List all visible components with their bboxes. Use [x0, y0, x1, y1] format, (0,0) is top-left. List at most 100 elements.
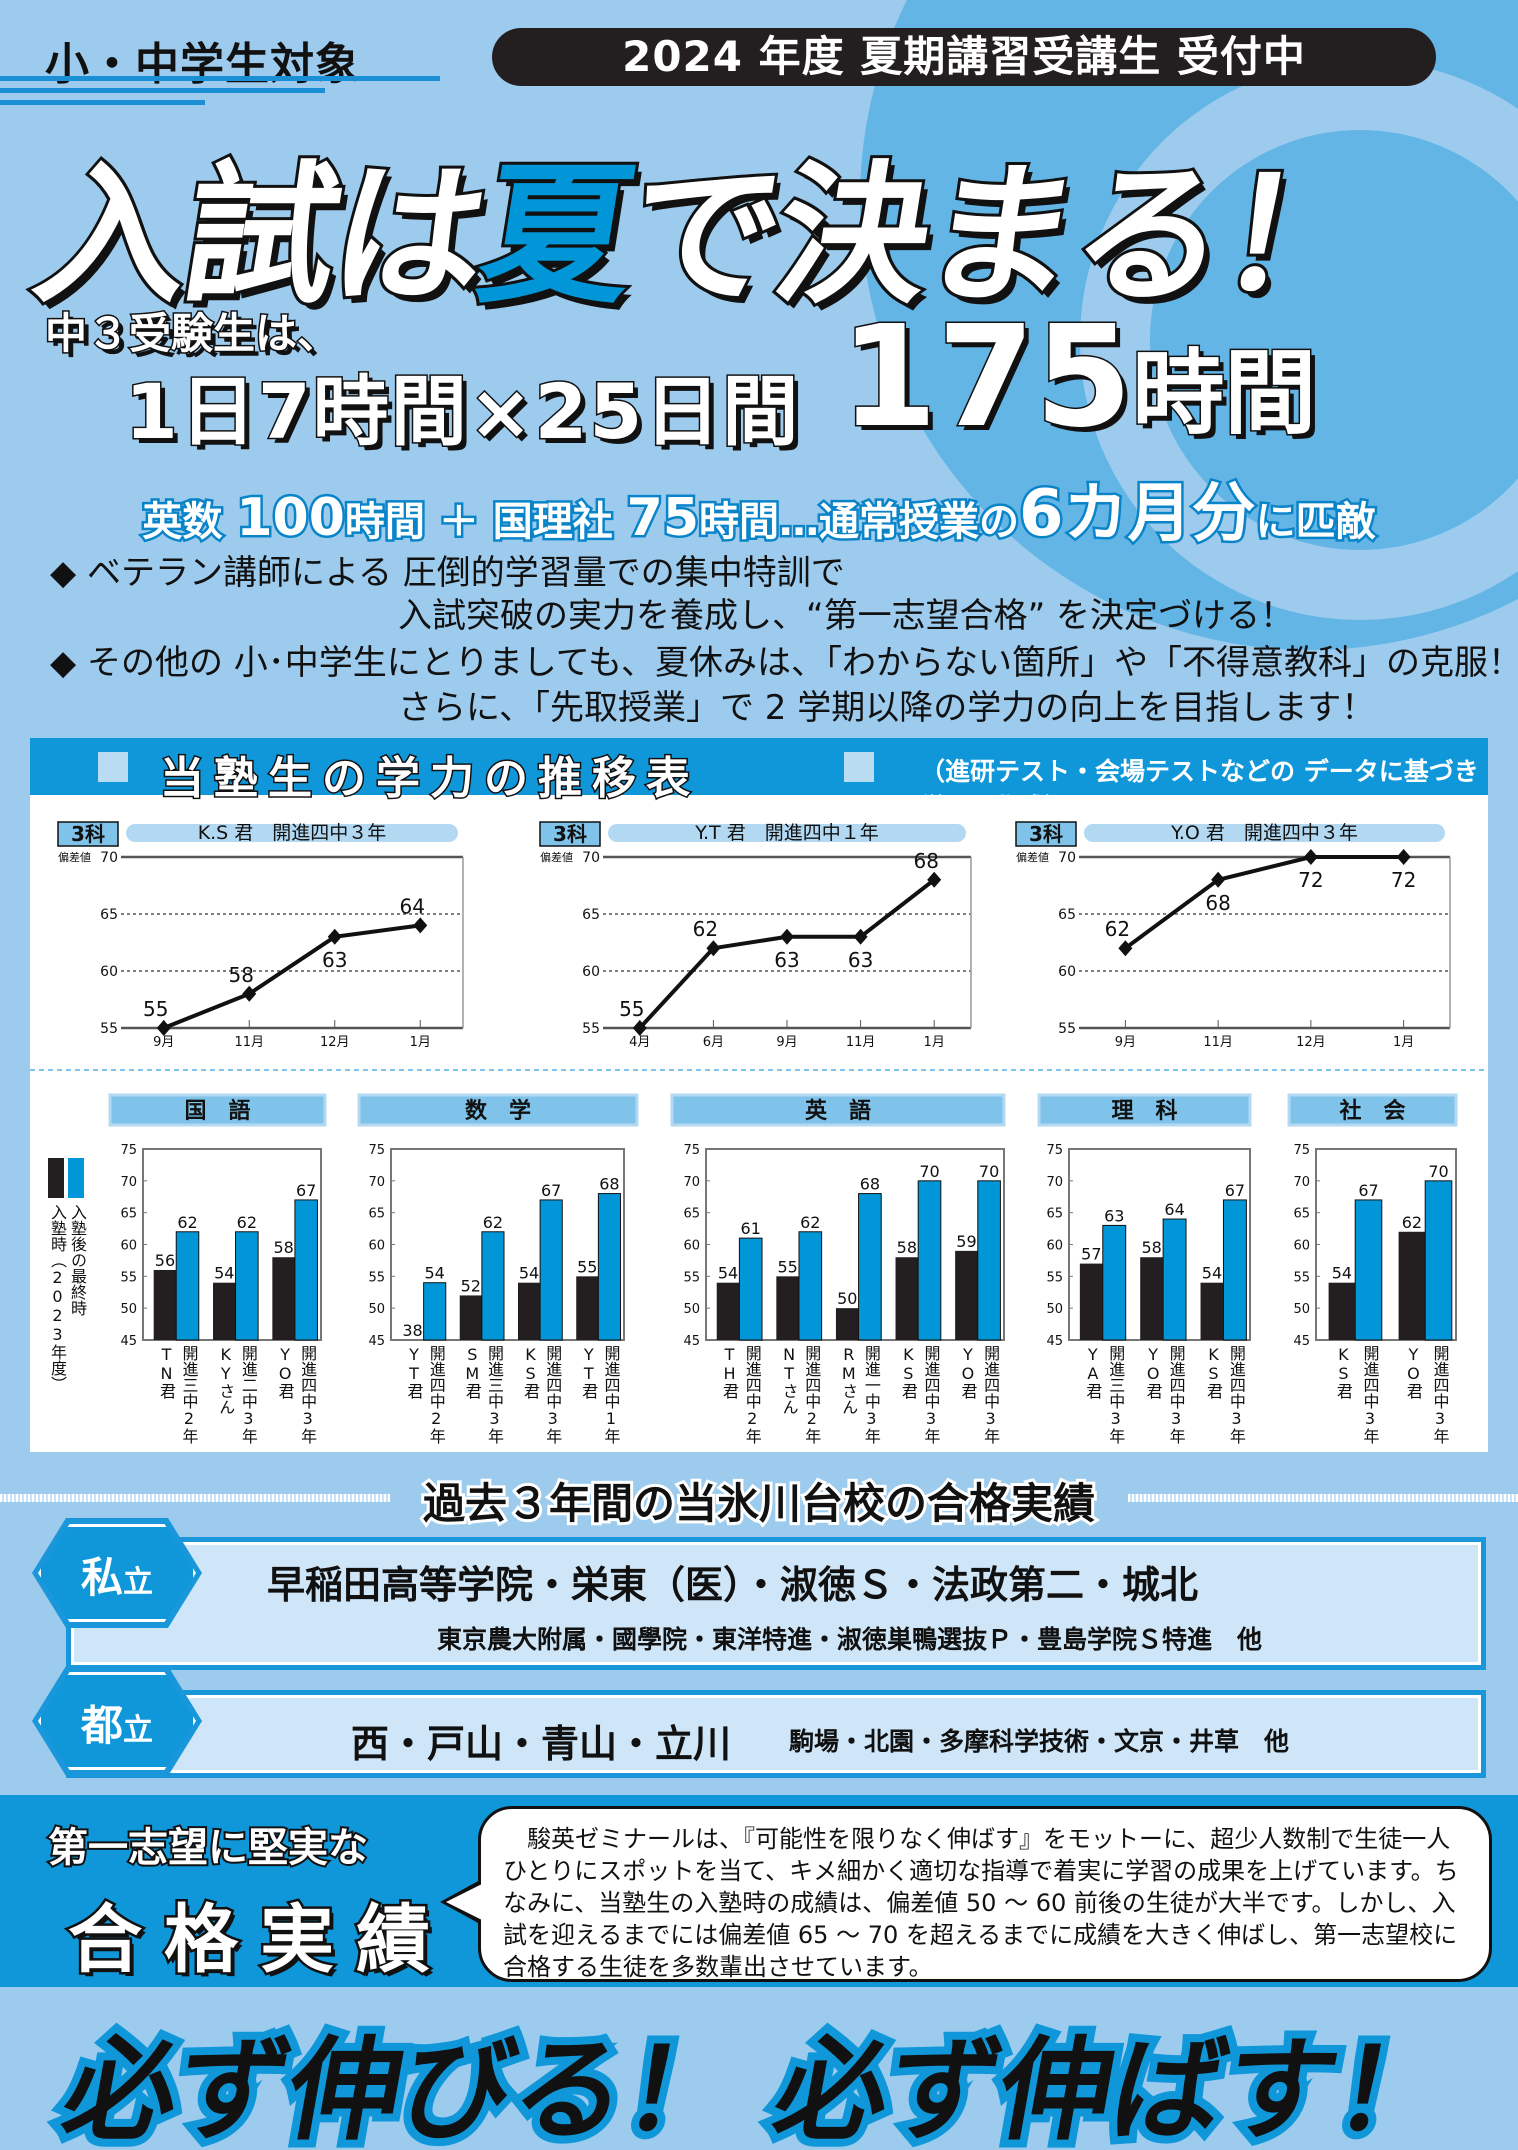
bar-before: [1328, 1282, 1356, 1340]
public-sub-schools: 駒場・北園・多摩科学技術・文京・井草 他: [789, 1727, 1290, 1756]
bar-after: [858, 1193, 882, 1341]
decor-circle-core: [1150, 130, 1518, 550]
school-label: 開進四中2年: [742, 1345, 762, 1444]
student-label: NTさん: [779, 1345, 799, 1415]
y-tick-label: 45: [1293, 1334, 1310, 1349]
breakdown-number: 100: [234, 486, 348, 551]
bar-value-before: 54: [718, 1264, 738, 1283]
bar-after: [1102, 1224, 1127, 1341]
chart-tag: 3科: [553, 822, 587, 846]
bar-value-before: 59: [956, 1232, 976, 1251]
y-tick-label: 55: [120, 1270, 137, 1285]
y-tick-label: 55: [1058, 1021, 1076, 1037]
y-tick-label: 55: [100, 1021, 118, 1037]
x-tick-label: 9月: [776, 1035, 797, 1050]
data-point: [1118, 940, 1133, 957]
private-results-box: 早稲田高等学院・栄東（医）・淑徳Ｓ・法政第二・城北 東京農大附属・國學院・東洋特…: [66, 1537, 1486, 1670]
student-label: SM君: [462, 1345, 482, 1399]
bullet-1-line2: 入試突破の実力を養成し、“第一志望合格” を決定づける！: [398, 596, 1295, 636]
y-tick-label: 75: [1046, 1143, 1063, 1158]
bar-after: [175, 1231, 200, 1341]
data-label: 64: [400, 894, 425, 918]
bar-before: [955, 1250, 978, 1340]
subject-header: [670, 1093, 1006, 1127]
y-tick-label: 50: [120, 1302, 137, 1317]
y-tick-label: 65: [1058, 907, 1076, 923]
private-badge: 私立: [32, 1518, 202, 1628]
badge-text: 私: [80, 1553, 123, 1602]
school-label: 開進三中2年: [179, 1345, 199, 1444]
bubble-tail-fill: [446, 1884, 482, 1920]
public-results-box: 西・戸山・青山・立川 駒場・北園・多摩科学技術・文京・井草 他: [66, 1690, 1486, 1778]
bar-value-after: 64: [1164, 1200, 1184, 1219]
bar-value-after: 68: [860, 1175, 880, 1194]
data-point: [927, 871, 942, 888]
data-point: [413, 917, 428, 934]
underline: [0, 100, 205, 105]
y-tick-label: 65: [582, 907, 600, 923]
bar-value-before: 54: [214, 1264, 234, 1283]
bar-after: [798, 1231, 823, 1341]
hours-breakdown: 英数 100時間 ＋ 国理社 75時間…通常授業の6カ月分に匹敵: [0, 462, 1518, 554]
y-tick-label: 70: [1046, 1175, 1063, 1190]
bar-value-after: 68: [599, 1175, 619, 1194]
school-label: 開進三中3年: [484, 1345, 504, 1444]
y-tick-label: 45: [1046, 1334, 1063, 1349]
bar-value-after: 67: [296, 1181, 316, 1200]
y-tick-label: 50: [683, 1302, 700, 1317]
breakdown-number: 75: [624, 486, 701, 551]
y-tick-label: 45: [120, 1334, 137, 1349]
promo-line2: 合格実績: [66, 1895, 452, 1986]
private-main-schools: 早稲田高等学院・栄東（医）・淑徳Ｓ・法政第二・城北: [267, 1563, 1199, 1607]
legend-label-after: 入塾後の最終時: [68, 1204, 87, 1316]
bar-before: [716, 1282, 740, 1340]
y-tick-label: 70: [582, 850, 600, 866]
data-point: [1303, 849, 1318, 865]
square-icon: [98, 752, 128, 782]
x-tick-label: 1月: [410, 1035, 431, 1050]
bar-value-before: 50: [837, 1289, 857, 1308]
bar-after: [294, 1199, 318, 1341]
x-tick-label: 1月: [1393, 1035, 1414, 1050]
chart-title: Y.T 君 開進四中１年: [694, 822, 878, 844]
y-tick-label: 75: [368, 1143, 385, 1158]
x-tick-label: 1月: [924, 1035, 945, 1050]
y-tick-label: 65: [1293, 1207, 1310, 1222]
bar-value-before: 58: [897, 1238, 917, 1257]
bar-value-before: 38: [402, 1321, 422, 1340]
progress-chart-section: 当塾生の学力の推移表 （進研テスト・会場テストなどの データに基づき厳正に作成）…: [30, 738, 1488, 1452]
y-tick-label: 70: [368, 1175, 385, 1190]
student-label: YO君: [958, 1345, 978, 1399]
subject-header: [357, 1093, 639, 1127]
target-audience: 小・中学生対象: [45, 39, 360, 90]
progress-chart-header: 当塾生の学力の推移表 （進研テスト・会場テストなどの データに基づき厳正に作成）: [30, 738, 1488, 822]
bullet-1-line1: ◆ ベテラン講師による 圧倒的学習量での集中特訓で: [50, 545, 845, 594]
bullet-text: ベテラン講師による 圧倒的学習量での集中特訓で: [86, 553, 845, 593]
data-label: 72: [1298, 868, 1323, 892]
bar-value-before: 57: [1081, 1245, 1101, 1264]
bar-value-before: 56: [155, 1251, 175, 1270]
data-label: 68: [1205, 891, 1230, 915]
bar-value-after: 70: [979, 1162, 999, 1181]
data-label: 62: [693, 917, 718, 941]
bar-before: [776, 1276, 799, 1340]
y-tick-label: 55: [1293, 1270, 1310, 1285]
data-label: 55: [619, 997, 644, 1021]
bar-after: [738, 1237, 763, 1341]
chart-tag-box: [539, 821, 601, 847]
hours-total: 175時間: [838, 295, 1318, 461]
y-tick-label: 65: [1046, 1207, 1063, 1222]
student-label: YO君: [1143, 1345, 1163, 1399]
bar-value-after: 62: [800, 1213, 820, 1232]
subject-title: 社 会: [1339, 1098, 1405, 1124]
bar-value-after: 62: [177, 1213, 197, 1232]
total-unit: 時間: [1131, 339, 1318, 449]
chart-tag: 3科: [1029, 822, 1063, 846]
school-label: 開進四中3年: [1360, 1345, 1380, 1444]
y-tick-label: 75: [1293, 1143, 1310, 1158]
data-point: [632, 1020, 647, 1036]
slogan: 必ず伸びる！ 必ず伸ばす！: [46, 2018, 1468, 2150]
data-label: 58: [229, 963, 254, 987]
student-label: KYさん: [216, 1345, 236, 1415]
student-label: KS君: [1203, 1345, 1223, 1399]
